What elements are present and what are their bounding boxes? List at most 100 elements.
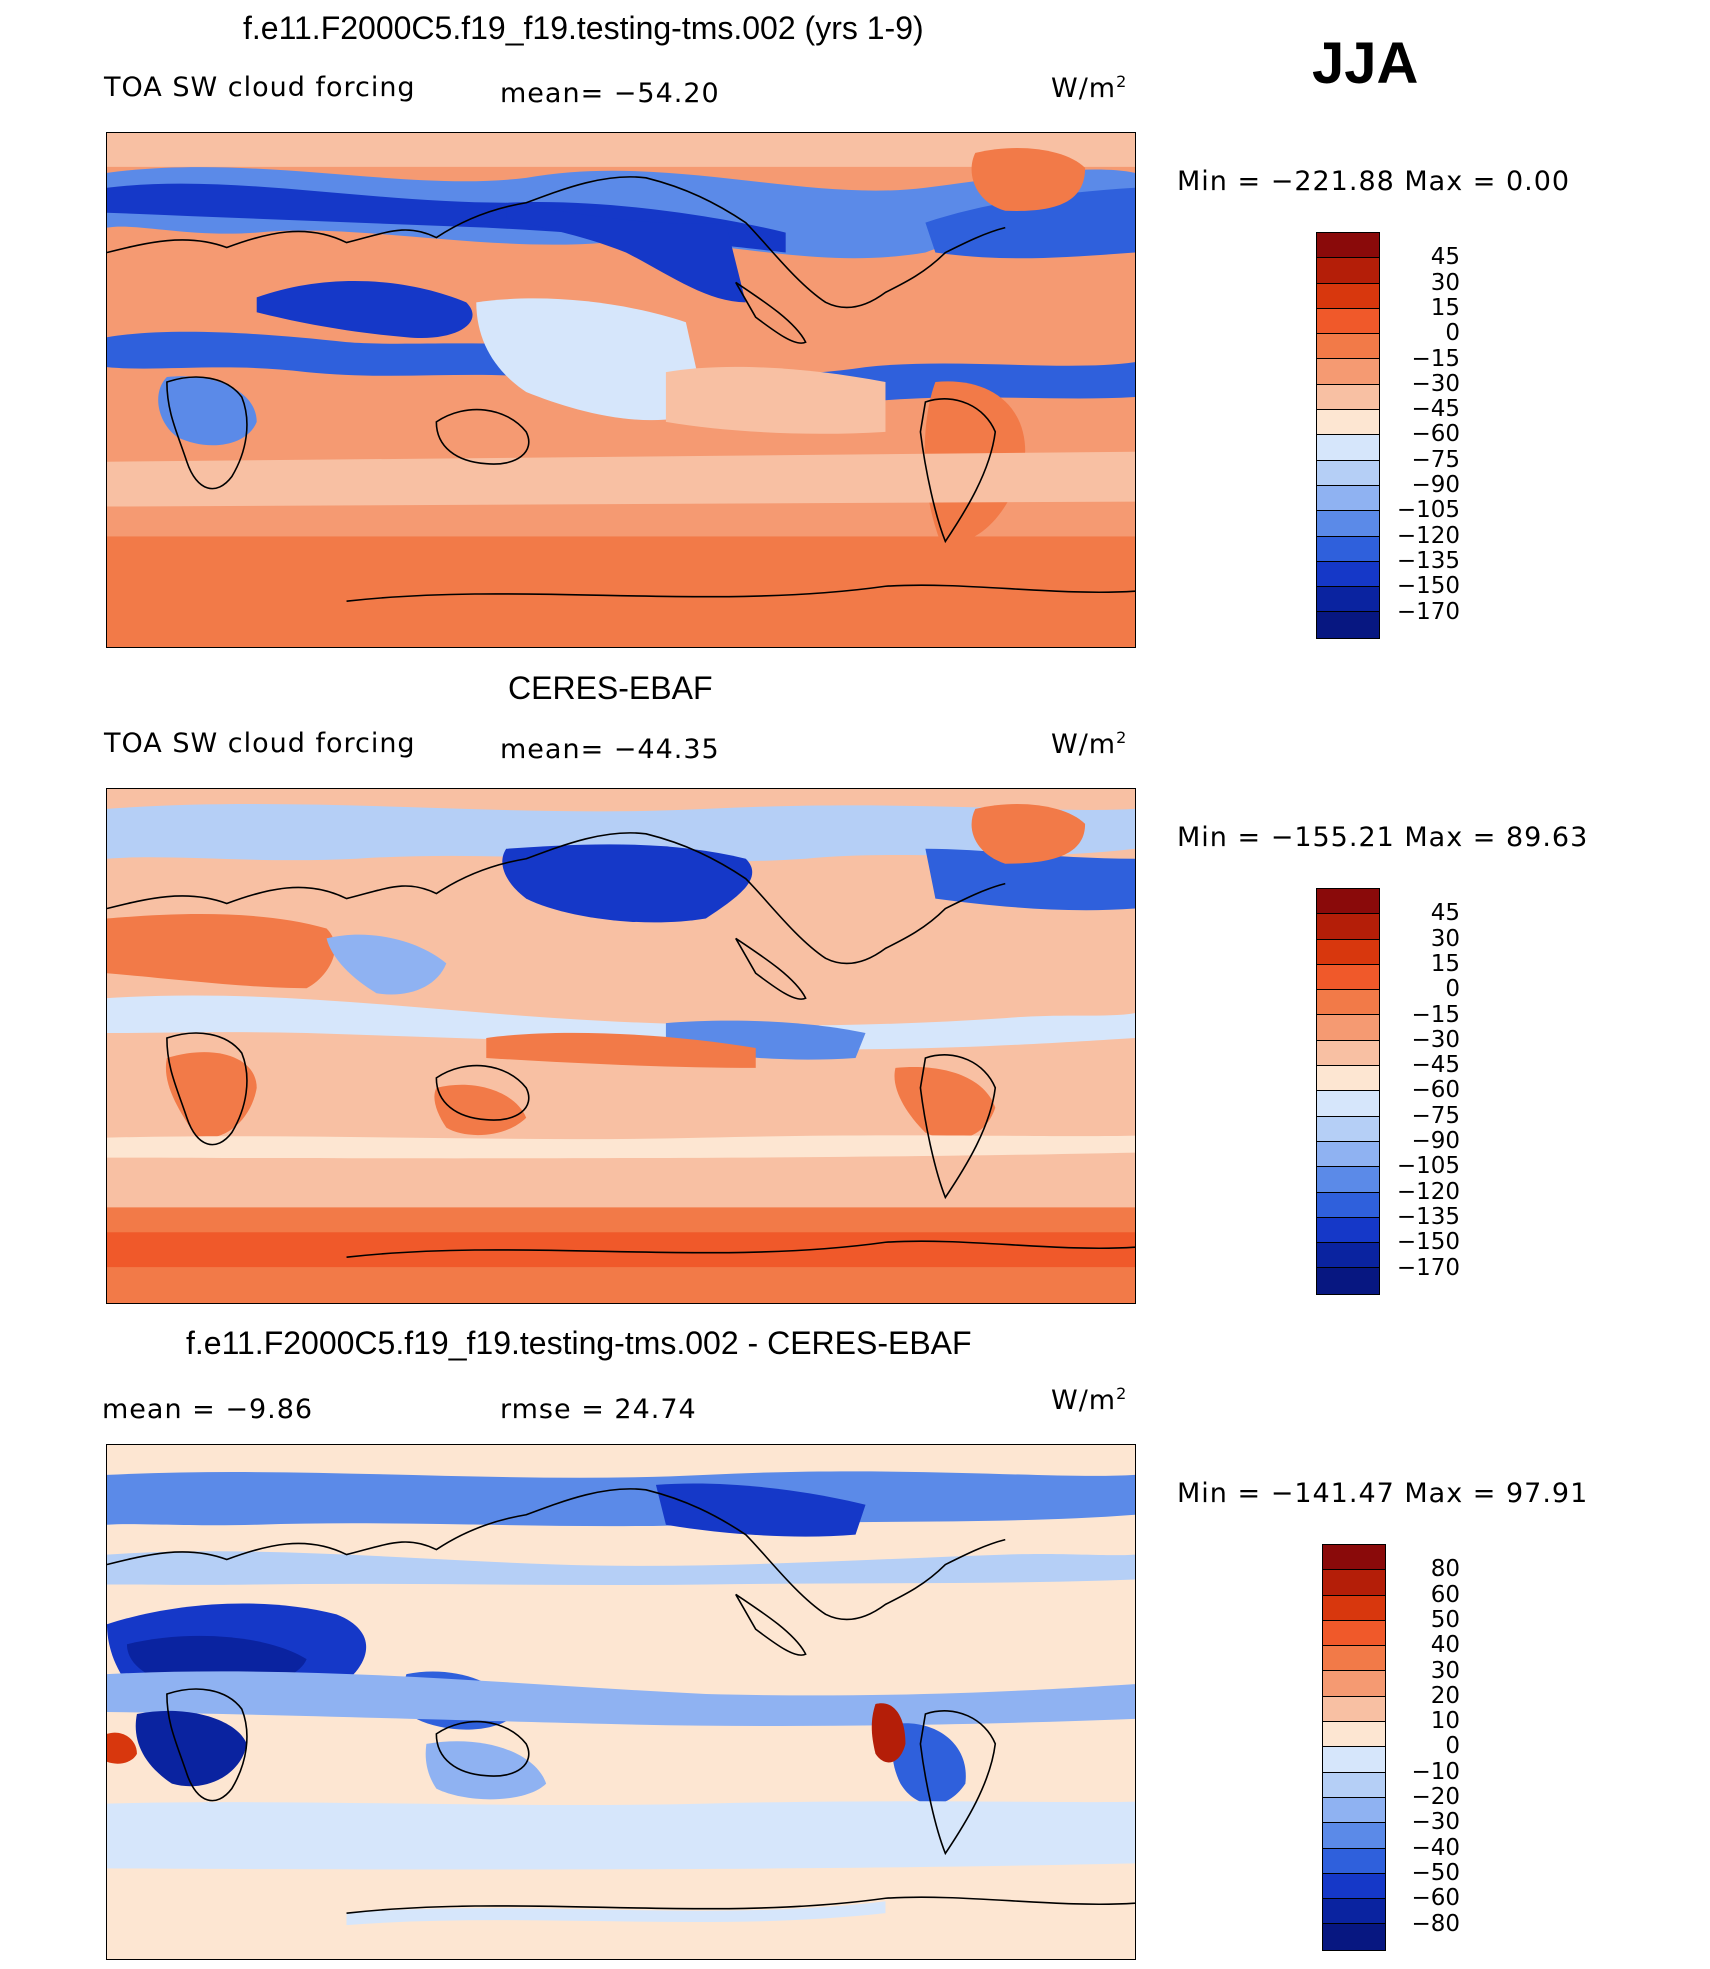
colorbar-box xyxy=(1323,1747,1385,1773)
colorbar-box xyxy=(1317,1066,1379,1092)
colorbar-box xyxy=(1323,1646,1385,1672)
colorbar-label: −170 xyxy=(1396,598,1460,625)
panel-obs-minmax: Min = −155.21 Max = 89.63 xyxy=(1177,822,1589,853)
colorbar-box xyxy=(1317,1116,1379,1142)
colorbar-box xyxy=(1323,1772,1385,1798)
panel-obs-mean: mean= −44.35 xyxy=(500,734,720,765)
panel-diff-map xyxy=(106,1444,1136,1960)
panel-diff-mean: mean = −9.86 xyxy=(102,1394,314,1425)
colorbar-label: 30 xyxy=(1430,1657,1460,1684)
colorbar-box xyxy=(1317,1268,1379,1294)
panel-diff-colorbar xyxy=(1322,1544,1386,1951)
colorbar-label: −105 xyxy=(1396,1153,1460,1180)
colorbar-box xyxy=(1323,1595,1385,1621)
colorbar-box xyxy=(1317,964,1379,991)
colorbar-label: 45 xyxy=(1430,900,1460,927)
colorbar-label: −50 xyxy=(1411,1859,1460,1886)
colorbar-label: 0 xyxy=(1445,976,1460,1003)
colorbar-label: −45 xyxy=(1411,1052,1460,1079)
colorbar-box xyxy=(1323,1823,1385,1849)
colorbar-label: −120 xyxy=(1396,1178,1460,1205)
colorbar-box xyxy=(1317,990,1379,1016)
colorbar-label: −150 xyxy=(1396,573,1460,600)
colorbar-box xyxy=(1317,233,1379,259)
colorbar-box xyxy=(1323,1797,1385,1824)
colorbar-label: −80 xyxy=(1411,1910,1460,1937)
panel-obs-colorbar xyxy=(1316,888,1380,1295)
colorbar-box xyxy=(1317,1243,1379,1269)
colorbar-box xyxy=(1323,1722,1385,1748)
colorbar-label: 0 xyxy=(1445,1733,1460,1760)
colorbar-label: −30 xyxy=(1411,370,1460,397)
colorbar-label: −20 xyxy=(1411,1784,1460,1810)
colorbar-label: 45 xyxy=(1430,244,1460,271)
colorbar-label: −135 xyxy=(1396,1203,1460,1230)
colorbar-label: −30 xyxy=(1411,1026,1460,1053)
colorbar-box xyxy=(1317,511,1379,537)
colorbar-box xyxy=(1323,1570,1385,1596)
colorbar-label: −90 xyxy=(1411,1128,1460,1154)
colorbar-box xyxy=(1317,1141,1379,1168)
panel-obs-map xyxy=(106,788,1136,1304)
panel-obs-units: W/m2 xyxy=(1051,728,1128,760)
panel-obs-variable: TOA SW cloud forcing xyxy=(104,728,416,759)
colorbar-label: 15 xyxy=(1430,294,1460,321)
colorbar-box xyxy=(1317,914,1379,940)
colorbar-box xyxy=(1317,1091,1379,1117)
colorbar-label: −15 xyxy=(1411,1001,1460,1028)
colorbar-box xyxy=(1317,308,1379,335)
colorbar-box xyxy=(1317,1217,1379,1244)
colorbar-label: 15 xyxy=(1430,950,1460,977)
colorbar-box xyxy=(1323,1545,1385,1571)
colorbar-box xyxy=(1317,1040,1379,1067)
colorbar-box xyxy=(1317,587,1379,613)
colorbar-box xyxy=(1323,1899,1385,1925)
colorbar-label: −170 xyxy=(1396,1254,1460,1281)
colorbar-box xyxy=(1317,334,1379,360)
colorbar-label: −30 xyxy=(1411,1809,1460,1836)
colorbar-label: 10 xyxy=(1430,1708,1460,1735)
colorbar-box xyxy=(1323,1848,1385,1874)
colorbar-box xyxy=(1317,410,1379,436)
panel-model-colorbar xyxy=(1316,232,1380,639)
colorbar-box xyxy=(1323,1620,1385,1647)
panel-model-mean: mean= −54.20 xyxy=(500,78,720,109)
colorbar-box xyxy=(1323,1671,1385,1697)
colorbar-box xyxy=(1317,485,1379,512)
colorbar-label: 20 xyxy=(1430,1682,1460,1709)
colorbar-label: −150 xyxy=(1396,1229,1460,1256)
colorbar-box xyxy=(1317,460,1379,486)
colorbar-box xyxy=(1317,1015,1379,1041)
colorbar-box xyxy=(1317,384,1379,411)
colorbar-label: −40 xyxy=(1411,1834,1460,1861)
colorbar-box xyxy=(1317,536,1379,562)
colorbar-box xyxy=(1317,435,1379,461)
colorbar-box xyxy=(1317,1192,1379,1218)
colorbar-box xyxy=(1317,359,1379,385)
panel-diff-title: f.e11.F2000C5.f19_f19.testing-tms.002 - … xyxy=(186,1325,972,1361)
panel-diff-units: W/m2 xyxy=(1051,1384,1128,1416)
season-label: JJA xyxy=(1312,31,1419,96)
colorbar-box xyxy=(1317,612,1379,638)
colorbar-box xyxy=(1323,1873,1385,1900)
colorbar-box xyxy=(1317,1167,1379,1193)
panel-obs-title: CERES-EBAF xyxy=(508,670,713,706)
panel-model-map xyxy=(106,132,1136,648)
colorbar-label: −10 xyxy=(1411,1758,1460,1785)
colorbar-label: −120 xyxy=(1396,522,1460,549)
colorbar-label: −75 xyxy=(1411,1102,1460,1129)
colorbar-label: 40 xyxy=(1430,1632,1460,1659)
colorbar-label: −60 xyxy=(1411,1077,1460,1104)
colorbar-label: −75 xyxy=(1411,446,1460,473)
panel-model-variable: TOA SW cloud forcing xyxy=(104,72,416,103)
panel-model-minmax: Min = −221.88 Max = 0.00 xyxy=(1177,166,1571,197)
colorbar-label: 60 xyxy=(1430,1581,1460,1608)
colorbar-label: 50 xyxy=(1430,1606,1460,1633)
colorbar-label: 30 xyxy=(1430,925,1460,952)
colorbar-label: −90 xyxy=(1411,472,1460,498)
colorbar-label: −105 xyxy=(1396,497,1460,524)
colorbar-label: −15 xyxy=(1411,345,1460,372)
colorbar-box xyxy=(1317,889,1379,915)
colorbar-box xyxy=(1317,258,1379,284)
panel-diff-rmse: rmse = 24.74 xyxy=(500,1394,697,1425)
